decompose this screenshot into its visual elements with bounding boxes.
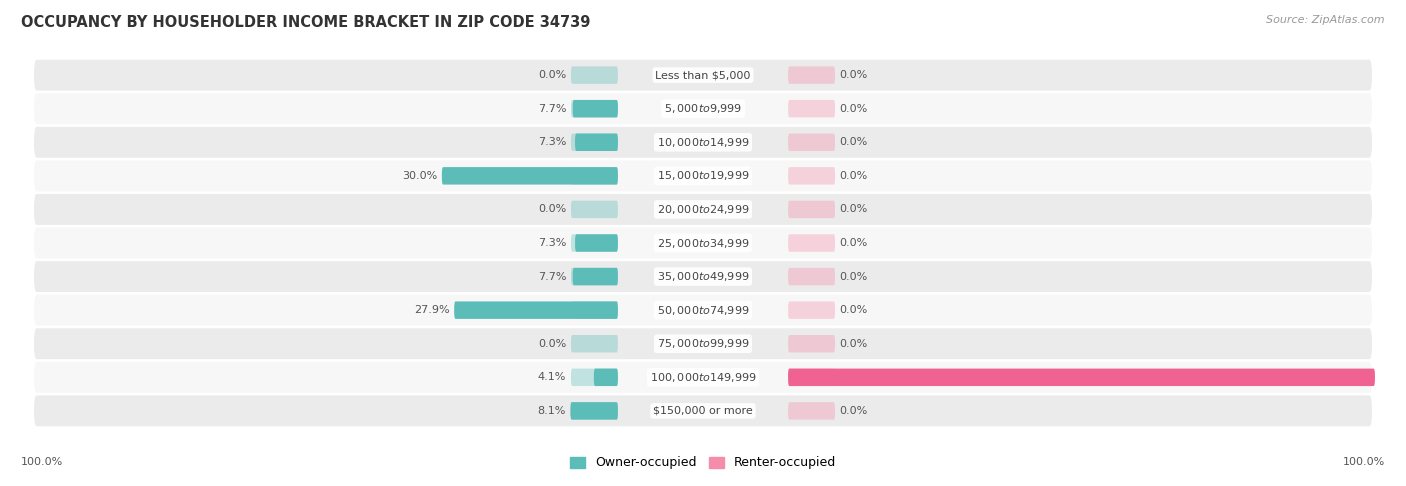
FancyBboxPatch shape xyxy=(575,134,617,151)
Text: 0.0%: 0.0% xyxy=(839,406,868,416)
Text: $100,000 to $149,999: $100,000 to $149,999 xyxy=(650,371,756,384)
FancyBboxPatch shape xyxy=(789,268,835,285)
FancyBboxPatch shape xyxy=(34,396,1372,426)
Text: $150,000 or more: $150,000 or more xyxy=(654,406,752,416)
Text: 30.0%: 30.0% xyxy=(402,171,437,181)
FancyBboxPatch shape xyxy=(571,100,617,118)
FancyBboxPatch shape xyxy=(572,268,617,285)
Text: 0.0%: 0.0% xyxy=(839,339,868,349)
FancyBboxPatch shape xyxy=(571,402,617,419)
FancyBboxPatch shape xyxy=(571,234,617,252)
Text: Source: ZipAtlas.com: Source: ZipAtlas.com xyxy=(1267,15,1385,25)
Text: 4.1%: 4.1% xyxy=(538,372,567,382)
Text: 0.0%: 0.0% xyxy=(839,305,868,315)
Text: 100.0%: 100.0% xyxy=(1343,456,1385,467)
Text: $35,000 to $49,999: $35,000 to $49,999 xyxy=(657,270,749,283)
FancyBboxPatch shape xyxy=(571,402,617,419)
Text: $20,000 to $24,999: $20,000 to $24,999 xyxy=(657,203,749,216)
FancyBboxPatch shape xyxy=(789,301,835,319)
Text: 0.0%: 0.0% xyxy=(839,70,868,80)
FancyBboxPatch shape xyxy=(572,100,617,118)
Legend: Owner-occupied, Renter-occupied: Owner-occupied, Renter-occupied xyxy=(569,456,837,469)
Text: 7.3%: 7.3% xyxy=(538,238,567,248)
Text: $75,000 to $99,999: $75,000 to $99,999 xyxy=(657,337,749,350)
FancyBboxPatch shape xyxy=(34,127,1372,158)
FancyBboxPatch shape xyxy=(571,167,617,185)
FancyBboxPatch shape xyxy=(789,167,835,185)
Text: Less than $5,000: Less than $5,000 xyxy=(655,70,751,80)
Text: 7.7%: 7.7% xyxy=(537,272,567,281)
Text: $25,000 to $34,999: $25,000 to $34,999 xyxy=(657,237,749,249)
FancyBboxPatch shape xyxy=(571,268,617,285)
FancyBboxPatch shape xyxy=(789,335,835,352)
FancyBboxPatch shape xyxy=(789,201,835,218)
FancyBboxPatch shape xyxy=(571,201,617,218)
Text: 0.0%: 0.0% xyxy=(839,238,868,248)
Text: 100.0%: 100.0% xyxy=(21,456,63,467)
Text: 0.0%: 0.0% xyxy=(538,205,567,214)
FancyBboxPatch shape xyxy=(34,295,1372,326)
Text: 0.0%: 0.0% xyxy=(839,137,868,147)
FancyBboxPatch shape xyxy=(593,368,617,386)
FancyBboxPatch shape xyxy=(34,227,1372,259)
Text: $15,000 to $19,999: $15,000 to $19,999 xyxy=(657,169,749,182)
Text: 7.7%: 7.7% xyxy=(537,104,567,114)
Text: 0.0%: 0.0% xyxy=(839,272,868,281)
FancyBboxPatch shape xyxy=(571,335,617,352)
FancyBboxPatch shape xyxy=(571,67,617,84)
Text: 7.3%: 7.3% xyxy=(538,137,567,147)
Text: 8.1%: 8.1% xyxy=(537,406,565,416)
FancyBboxPatch shape xyxy=(34,160,1372,191)
FancyBboxPatch shape xyxy=(789,134,835,151)
FancyBboxPatch shape xyxy=(789,368,1375,386)
FancyBboxPatch shape xyxy=(789,100,835,118)
Text: 0.0%: 0.0% xyxy=(538,339,567,349)
FancyBboxPatch shape xyxy=(34,362,1372,393)
FancyBboxPatch shape xyxy=(571,134,617,151)
FancyBboxPatch shape xyxy=(575,234,617,252)
FancyBboxPatch shape xyxy=(34,93,1372,124)
FancyBboxPatch shape xyxy=(34,261,1372,292)
Text: $50,000 to $74,999: $50,000 to $74,999 xyxy=(657,304,749,317)
Text: $5,000 to $9,999: $5,000 to $9,999 xyxy=(664,102,742,115)
FancyBboxPatch shape xyxy=(789,402,835,419)
FancyBboxPatch shape xyxy=(454,301,617,319)
Text: $10,000 to $14,999: $10,000 to $14,999 xyxy=(657,136,749,149)
Text: OCCUPANCY BY HOUSEHOLDER INCOME BRACKET IN ZIP CODE 34739: OCCUPANCY BY HOUSEHOLDER INCOME BRACKET … xyxy=(21,15,591,30)
Text: 0.0%: 0.0% xyxy=(839,171,868,181)
FancyBboxPatch shape xyxy=(571,368,617,386)
FancyBboxPatch shape xyxy=(789,67,835,84)
Text: 0.0%: 0.0% xyxy=(839,104,868,114)
Text: 100.0%: 100.0% xyxy=(1379,372,1406,382)
Text: 0.0%: 0.0% xyxy=(839,205,868,214)
FancyBboxPatch shape xyxy=(34,60,1372,90)
FancyBboxPatch shape xyxy=(571,301,617,319)
FancyBboxPatch shape xyxy=(34,328,1372,359)
Text: 0.0%: 0.0% xyxy=(538,70,567,80)
FancyBboxPatch shape xyxy=(789,234,835,252)
FancyBboxPatch shape xyxy=(441,167,617,185)
FancyBboxPatch shape xyxy=(789,368,835,386)
FancyBboxPatch shape xyxy=(34,194,1372,225)
Text: 27.9%: 27.9% xyxy=(413,305,450,315)
